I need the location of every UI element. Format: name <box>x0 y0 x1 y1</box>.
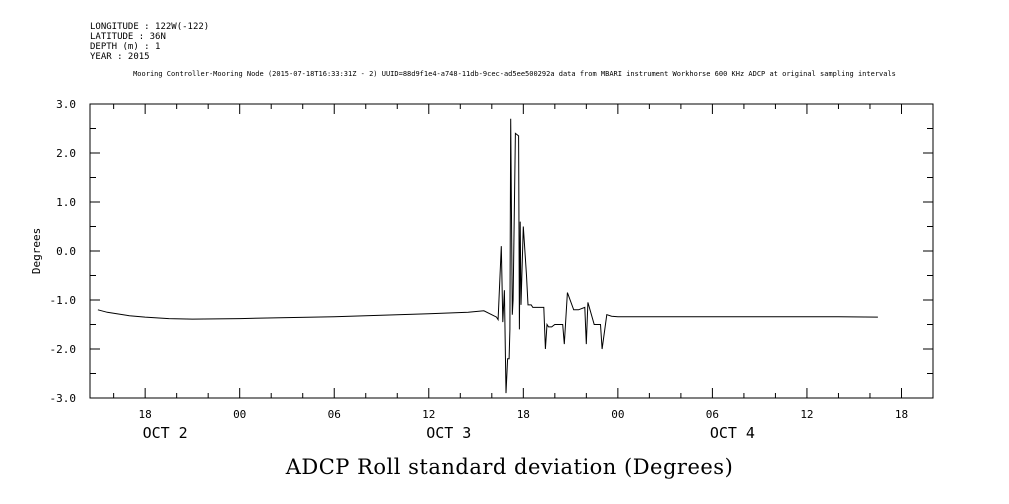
chart-subtitle: Mooring Controller-Mooring Node (2015-07… <box>133 70 896 78</box>
x-tick-label: 12 <box>422 408 435 421</box>
latitude-label: LATITUDE : 36N <box>90 32 166 42</box>
year-label: YEAR : 2015 <box>90 52 150 62</box>
longitude-label: LONGITUDE : 122W(-122) <box>90 22 210 32</box>
x-tick-label: 06 <box>706 408 719 421</box>
y-tick-label: -2.0 <box>50 343 77 356</box>
series-line <box>97 118 878 394</box>
day-label: OCT 3 <box>426 424 471 442</box>
y-axis-label: Degrees <box>30 228 43 274</box>
chart-title: ADCP Roll standard deviation (Degrees) <box>285 455 734 479</box>
y-tick-label: 1.0 <box>56 196 76 209</box>
y-tick-label: -1.0 <box>50 294 77 307</box>
y-axis-tick-labels: 3.0 2.0 1.0 0.0 -1.0 -2.0 -3.0 <box>50 98 77 405</box>
metadata-block: LONGITUDE : 122W(-122) LATITUDE : 36N DE… <box>90 22 209 62</box>
x-tick-label: 00 <box>233 408 246 421</box>
x-tick-label: 18 <box>517 408 530 421</box>
x-tick-label: 06 <box>328 408 341 421</box>
x-tick-label: 12 <box>800 408 813 421</box>
y-tick-label: -3.0 <box>50 392 77 405</box>
x-tick-label: 18 <box>139 408 152 421</box>
x-axis-tick-labels: 18 00 06 12 18 00 06 12 18 <box>139 408 909 421</box>
day-label: OCT 4 <box>710 424 755 442</box>
x-tick-label: 18 <box>895 408 908 421</box>
y-tick-label: 3.0 <box>56 98 76 111</box>
depth-label: DEPTH (m) : 1 <box>90 42 161 52</box>
x-axis-day-labels: OCT 2 OCT 3 OCT 4 <box>143 424 755 442</box>
y-tick-label: 2.0 <box>56 147 76 160</box>
axis-ticks <box>90 103 934 399</box>
y-tick-label: 0.0 <box>56 245 76 258</box>
x-tick-label: 00 <box>611 408 624 421</box>
day-label: OCT 2 <box>143 424 188 442</box>
